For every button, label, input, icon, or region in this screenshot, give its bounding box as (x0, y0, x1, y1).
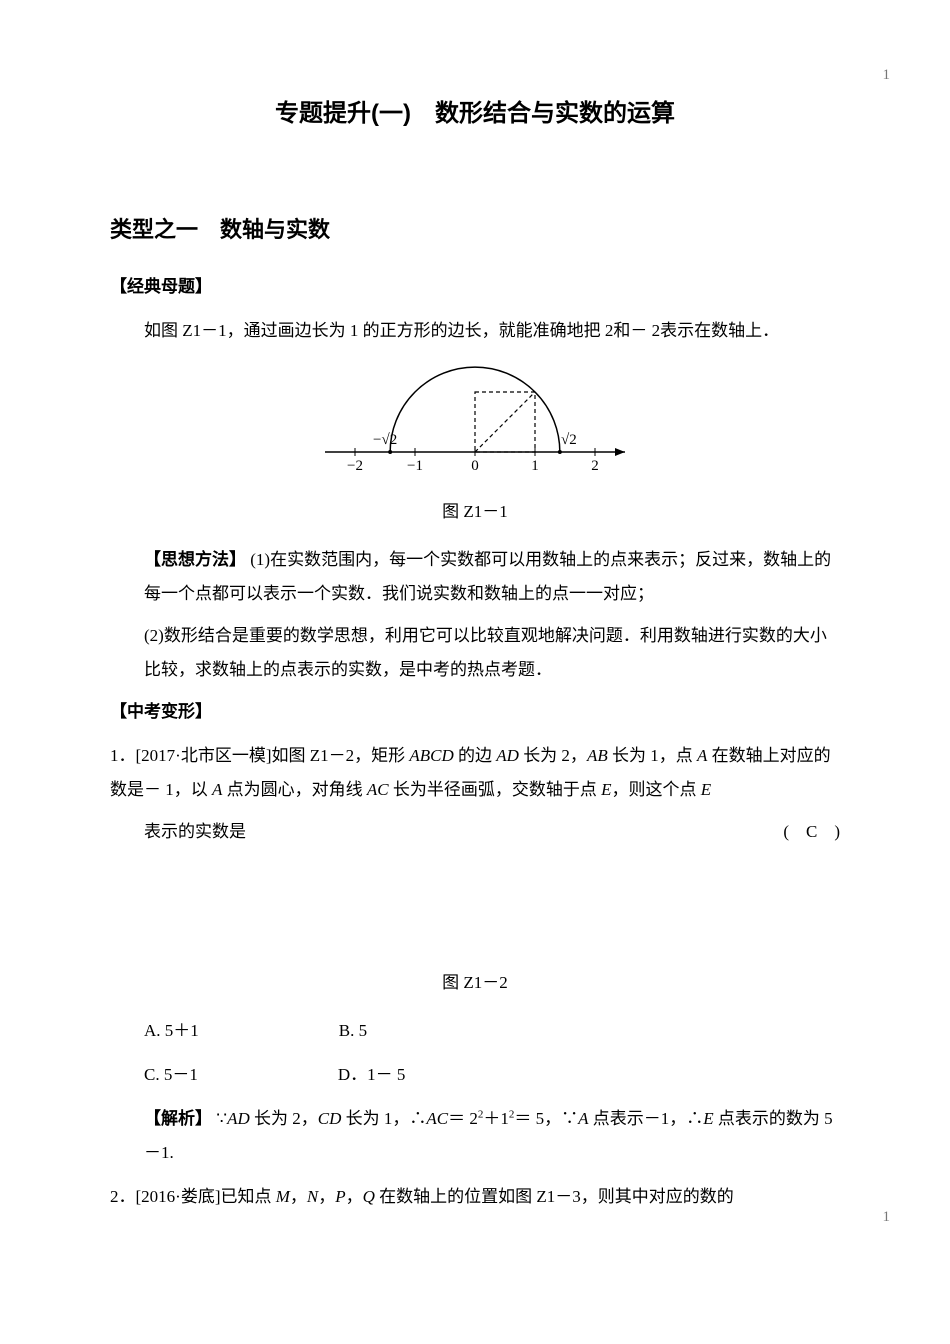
page-number-top: 1 (883, 60, 891, 90)
a-t1: ∵ (216, 1109, 227, 1128)
variant-label: 【中考变形】 (110, 695, 840, 729)
svg-text:0: 0 (471, 458, 479, 474)
q1-options: A. 5＋1 B. 5 C. 5－1 D．1－ 5 (110, 1014, 840, 1092)
q2-suffix: 在数轴上的位置如图 Z1－3，则其中对应的数的 (375, 1187, 734, 1206)
a-t6: ＝ 5，∵ (514, 1109, 578, 1128)
classic-text: 如图 Z1－1，通过画边长为 1 的正方形的边长，就能准确地把 2和－ 2表示在… (110, 314, 840, 348)
page-title: 专题提升(一) 数形结合与实数的运算 (110, 90, 840, 138)
a-t3: 长为 1，∴ (341, 1109, 426, 1128)
section-heading: 类型之一 数轴与实数 (110, 208, 840, 252)
figure-2 (110, 863, 840, 960)
a-t4: ＝ 2 (448, 1109, 478, 1128)
question-1: 1．[2017·北市区一模]如图 Z1－2，矩形 ABCD 的边 AD 长为 2… (110, 739, 840, 807)
a-t7: 点表示－1，∴ (589, 1109, 704, 1128)
q1-analysis: 【解析】 ∵AD 长为 2，CD 长为 1，∴AC＝ 22＋12＝ 5，∵A 点… (110, 1102, 840, 1170)
a-t5: ＋1 (483, 1109, 509, 1128)
q1-option-b: B. 5 (339, 1014, 367, 1048)
q1-b1: 的边 (454, 746, 497, 765)
method-text-1: (1)在实数范围内，每一个实数都可以用数轴上的点来表示；反过来，数轴上的每一个点… (144, 550, 831, 603)
svg-text:−√2: −√2 (373, 432, 397, 448)
q2-m1: ， (290, 1187, 307, 1206)
method-label: 【思想方法】 (144, 550, 246, 569)
a-t2: 长为 2， (250, 1109, 318, 1128)
q1-b2: 长为 2， (519, 746, 587, 765)
q2-prefix: 2．[2016·娄底]已知点 (110, 1187, 276, 1206)
svg-text:−1: −1 (407, 458, 423, 474)
analysis-label: 【解析】 (144, 1109, 212, 1128)
svg-text:−2: −2 (347, 458, 363, 474)
q2-m2: ， (318, 1187, 335, 1206)
figure-1: −2 −1 0 1 2 √2 −√2 (110, 362, 840, 489)
number-line-sqrt2-diagram: −2 −1 0 1 2 √2 −√2 (315, 362, 635, 477)
page-number-bottom: 1 (883, 1202, 891, 1232)
q1-b6: 长为半径画弧，交数轴于点 (389, 780, 602, 799)
q1-option-a: A. 5＋1 (144, 1014, 199, 1048)
q1-answer: ( C ) (783, 815, 840, 849)
q1-b8: 表示的实数是 (144, 815, 246, 849)
svg-text:√2: √2 (561, 432, 577, 448)
figure-1-caption: 图 Z1－1 (110, 495, 840, 529)
q1-prefix: 1．[2017·北市区一模]如图 Z1－2，矩形 (110, 746, 409, 765)
question-1-last-line: 表示的实数是 ( C ) (110, 815, 840, 849)
svg-text:1: 1 (531, 458, 539, 474)
q1-b7: ，则这个点 (612, 780, 701, 799)
method-text-2: (2)数形结合是重要的数学思想，利用它可以比较直观地解决问题．利用数轴进行实数的… (144, 619, 840, 687)
q1-b5: 点为圆心，对角线 (222, 780, 367, 799)
q1-option-c: C. 5－1 (144, 1058, 198, 1092)
q2-m3: ， (346, 1187, 363, 1206)
svg-text:2: 2 (591, 458, 599, 474)
question-2: 2．[2016·娄底]已知点 M，N，P，Q 在数轴上的位置如图 Z1－3，则其… (110, 1180, 840, 1214)
figure-2-caption: 图 Z1－2 (110, 966, 840, 1000)
q1-option-d: D．1－ 5 (338, 1058, 406, 1092)
q1-b3: 长为 1，点 (608, 746, 697, 765)
method-paragraph-1: 【思想方法】 (1)在实数范围内，每一个实数都可以用数轴上的点来表示；反过来，数… (144, 543, 840, 611)
classic-label: 【经典母题】 (110, 270, 840, 304)
